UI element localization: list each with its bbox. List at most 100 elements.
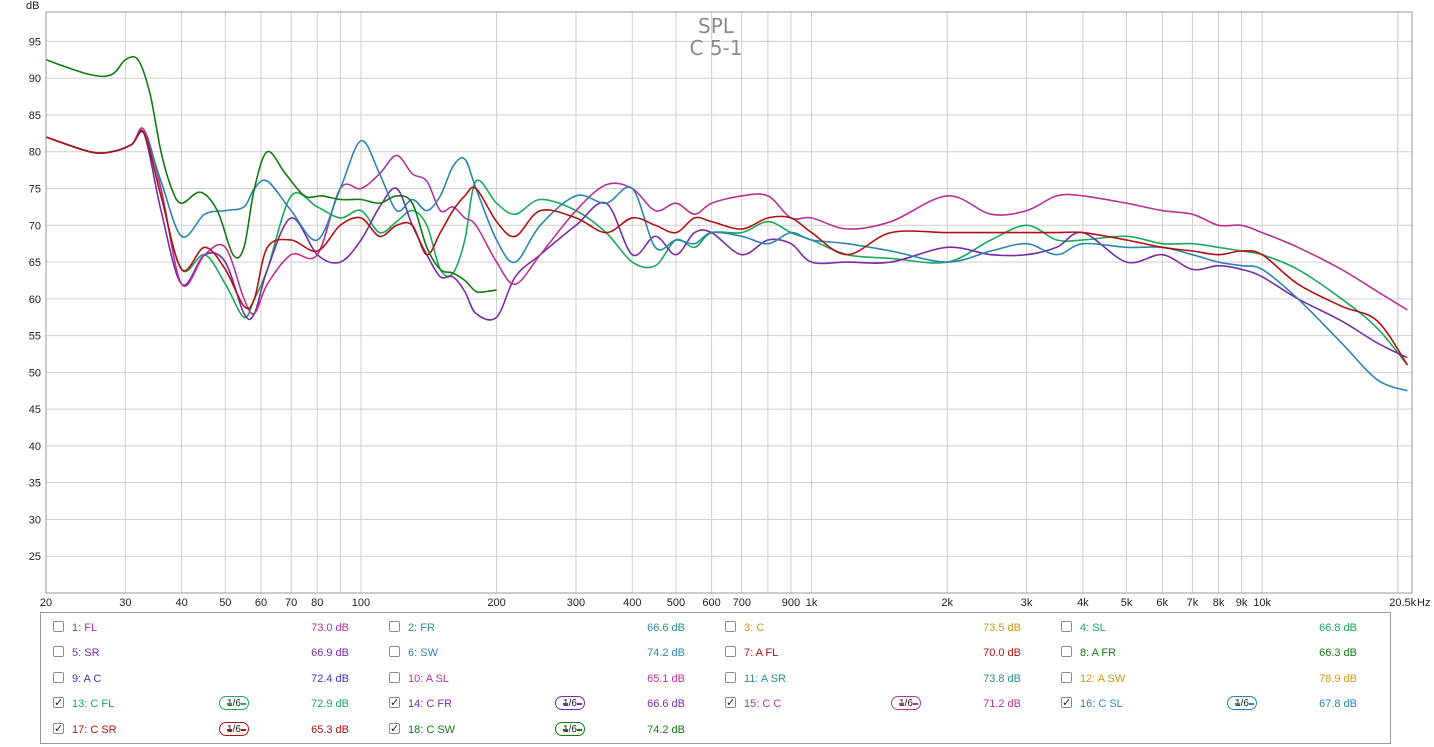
x-tick-label: 3k	[1021, 597, 1033, 609]
x-tick-label: 60	[255, 597, 267, 609]
legend-item: 5: SR 66.9 dB	[53, 642, 373, 664]
x-tick-label: 70	[285, 597, 297, 609]
legend-item: 7: A FL 70.0 dB	[725, 642, 1045, 664]
x-axis-unit: Hz	[1417, 597, 1430, 609]
legend-item: ✓ 17: C SR 1/6 65.3 dB	[53, 719, 373, 741]
series-level: 72.4 dB	[311, 673, 349, 685]
x-tick-label: 20.5k	[1389, 597, 1416, 609]
series-checkbox[interactable]	[389, 646, 400, 657]
smoothing-label: 1/6	[563, 698, 577, 709]
smoothing-selector[interactable]: 1/6	[1227, 696, 1257, 710]
x-tick-label: 500	[667, 597, 685, 609]
series-label: 11: A SR	[744, 673, 786, 685]
x-tick-label: 50	[219, 597, 231, 609]
series-label: 4: SL	[1080, 622, 1106, 634]
series-label: 1: FL	[72, 622, 98, 634]
series-label: 5: SR	[72, 647, 100, 659]
series-checkbox[interactable]: ✓	[389, 722, 400, 735]
x-tick-label: 30	[119, 597, 131, 609]
legend-item: 12: A SW 78.9 dB	[1061, 668, 1381, 690]
plot-area	[46, 12, 1412, 593]
series-curves	[45, 55, 1409, 392]
series-level: 73.8 dB	[983, 673, 1021, 685]
legend-item: 2: FR 66.6 dB	[389, 617, 709, 639]
smoothing-label: 1/6	[227, 724, 241, 735]
y-tick-label: 25	[29, 551, 41, 563]
y-tick-labels: 25 30 35 40 45 50 55 60 65 70 75 80 85 90 95	[29, 36, 41, 563]
series-label: 8: A FR	[1080, 647, 1117, 659]
series-checkbox[interactable]	[53, 646, 64, 657]
x-tick-label: 20	[40, 597, 52, 609]
y-tick-label: 50	[29, 367, 41, 379]
series-line-17-c-sr	[45, 130, 1409, 366]
series-checkbox[interactable]	[725, 672, 736, 683]
x-tick-labels: 20 30 40 50 60 70 80 100 200 300 400 500 600 700 900 1k…	[40, 597, 1431, 609]
series-checkbox[interactable]	[725, 621, 736, 632]
legend-item: 6: SW 74.2 dB	[389, 642, 709, 664]
smoothing-selector[interactable]: 1/6	[555, 696, 585, 710]
legend-item: ✓ 16: C SL 1/6 67.8 dB	[1061, 693, 1381, 715]
y-tick-label: 40	[29, 441, 41, 453]
series-level: 67.8 dB	[1319, 698, 1357, 710]
x-tick-label: 600	[702, 597, 720, 609]
series-level: 71.2 dB	[983, 698, 1021, 710]
series-checkbox[interactable]: ✓	[725, 696, 736, 709]
series-line-14-c-fr	[45, 129, 1408, 359]
series-checkbox[interactable]: ✓	[389, 696, 400, 709]
series-checkbox[interactable]	[389, 672, 400, 683]
y-tick-label: 80	[29, 147, 41, 159]
smoothing-label: 1/6	[899, 698, 913, 709]
series-checkbox[interactable]	[1061, 646, 1072, 657]
series-level: 74.2 dB	[647, 647, 685, 659]
series-checkbox[interactable]	[725, 646, 736, 657]
legend-item: ✓ 13: C FL 1/6 72.9 dB	[53, 693, 373, 715]
legend-item: ✓ 14: C FR 1/6 66.6 dB	[389, 693, 709, 715]
legend-item: ✓ 15: C C 1/6 71.2 dB	[725, 693, 1045, 715]
series-checkbox[interactable]	[1061, 672, 1072, 683]
smoothing-selector[interactable]: 1/6	[219, 696, 249, 710]
smoothing-selector[interactable]: 1/6	[891, 696, 921, 710]
series-level: 72.9 dB	[311, 698, 349, 710]
x-tick-label: 200	[487, 597, 505, 609]
series-checkbox[interactable]: ✓	[1061, 696, 1072, 709]
series-checkbox[interactable]	[53, 621, 64, 632]
plot-frame	[45, 11, 1413, 594]
smoothing-label: 1/6	[227, 698, 241, 709]
series-level: 66.6 dB	[647, 698, 685, 710]
x-tick-label: 700	[733, 597, 751, 609]
series-checkbox[interactable]: ✓	[53, 722, 64, 735]
y-tick-label: 35	[29, 478, 41, 490]
series-checkbox[interactable]	[53, 672, 64, 683]
x-tick-label: 6k	[1156, 597, 1168, 609]
series-level: 73.0 dB	[311, 622, 349, 634]
x-tick-label: 400	[623, 597, 641, 609]
series-label: 12: A SW	[1080, 673, 1126, 685]
series-label: 6: SW	[408, 647, 438, 659]
smoothing-selector[interactable]: 1/6	[555, 722, 585, 736]
series-label: 3: C	[744, 622, 765, 634]
x-tick-label: 7k	[1187, 597, 1199, 609]
legend-item: 4: SL 66.8 dB	[1061, 617, 1381, 639]
chart-subtitle: C 5-1	[690, 36, 743, 60]
x-tick-label: 8k	[1213, 597, 1225, 609]
series-checkbox[interactable]	[1061, 621, 1072, 632]
smoothing-selector[interactable]: 1/6	[219, 722, 249, 736]
series-level: 66.8 dB	[1319, 622, 1357, 634]
series-label: 9: A C	[72, 673, 102, 685]
series-checkbox[interactable]	[389, 621, 400, 632]
x-tick-label: 80	[311, 597, 323, 609]
series-label: 2: FR	[408, 622, 435, 634]
y-tick-label: 65	[29, 257, 41, 269]
series-checkbox[interactable]: ✓	[53, 696, 64, 709]
y-tick-label: 75	[29, 184, 41, 196]
y-tick-label: 55	[29, 331, 41, 343]
series-label: 13: C FL	[72, 698, 115, 710]
y-tick-label: 60	[29, 294, 41, 306]
legend-item: ✓ 18: C SW 1/6 74.2 dB	[389, 719, 709, 741]
chart-title: SPL	[698, 14, 735, 38]
legend-item: 11: A SR 73.8 dB	[725, 668, 1045, 690]
x-tick-label: 100	[352, 597, 370, 609]
series-line-16-c-sl	[45, 131, 1408, 392]
series-label: 7: A FL	[744, 647, 779, 659]
series-line-18-c-sw	[45, 55, 497, 294]
